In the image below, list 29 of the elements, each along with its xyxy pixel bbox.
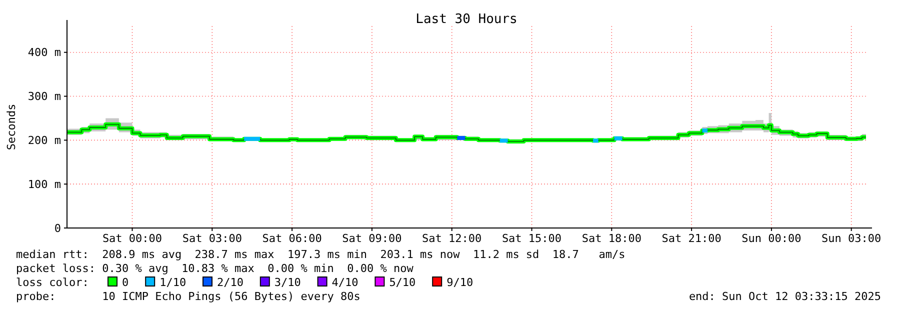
legend-label: 3/10: [274, 276, 301, 289]
legend-label: 1/10: [160, 276, 186, 289]
text: packet loss: 0.30 % avg 10.83 % max 0.00 % min 0.00 % now: [16, 262, 414, 275]
x-tick-label: Sat 09:00: [342, 232, 402, 245]
legend-label: 2/10: [217, 276, 244, 289]
text: end: Sun Oct 12 03:33:15 2025: [688, 290, 881, 303]
y-tick-label: 0: [54, 222, 61, 235]
legend-label: 0: [122, 276, 129, 289]
y-tick-label: 100 m: [28, 178, 62, 191]
x-tick-label: Sat 00:00: [102, 232, 162, 245]
chart-title: Last 30 Hours: [416, 12, 518, 27]
x-tick-label: Sat 15:00: [502, 232, 562, 245]
text: median rtt: 208.9 ms avg 238.7 ms max 197.3 ms min 203.1 ms now 11.2 ms sd 18.7 am/s: [16, 248, 626, 261]
legend-label: 4/10: [332, 276, 358, 289]
text: loss color:: [16, 276, 89, 289]
y-tick-label: 300 m: [28, 90, 62, 104]
y-axis-title: Seconds: [5, 104, 18, 150]
y-tick-label: 200 m: [28, 134, 62, 148]
legend-label: 9/10: [446, 276, 474, 289]
x-tick-label: Sun 00:00: [742, 232, 802, 245]
text: probe: 10 ICMP Echo Pings (56 Bytes) every 80s: [16, 290, 360, 303]
x-tick-label: Sat 12:00: [422, 232, 482, 245]
x-tick-label: Sat 03:00: [182, 232, 242, 245]
y-tick-label: 400 m: [28, 46, 62, 60]
legend-label: 5/10: [389, 276, 416, 289]
x-tick-label: Sat 06:00: [262, 232, 322, 245]
x-tick-label: Sun 03:00: [822, 232, 882, 245]
x-tick-label: Sat 18:00: [582, 232, 642, 245]
x-tick-label: Sat 21:00: [662, 232, 722, 245]
